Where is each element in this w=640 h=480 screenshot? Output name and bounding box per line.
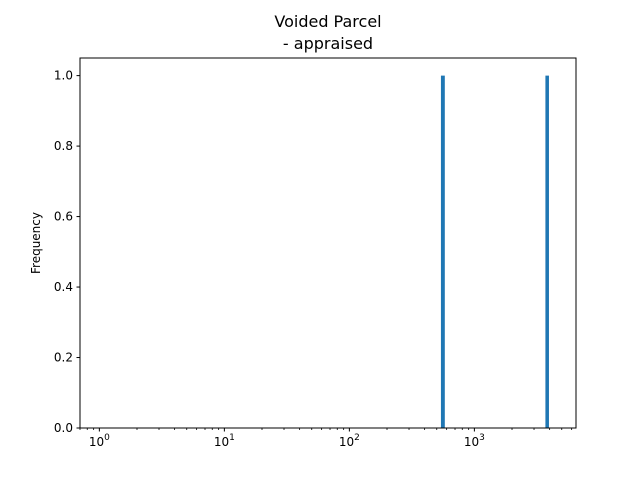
y-tick-label: 0.8 [54, 139, 73, 153]
bars-group [440, 75, 549, 429]
chart-title-line-2: - appraised [283, 34, 373, 53]
y-axis-ticks: 0.0 0.2 0.4 0.6 0.8 1.0 [54, 69, 80, 435]
y-tick-label: 0.2 [54, 351, 73, 365]
chart-title-line-1: Voided Parcel [274, 12, 381, 31]
histogram-bar-1 [545, 75, 549, 429]
x-tick-label: 100 [89, 433, 110, 449]
x-tick-label: 102 [339, 433, 360, 449]
y-tick-label: 0.4 [54, 280, 73, 294]
y-axis-label: Frequency [29, 212, 43, 274]
x-tick-label: 101 [214, 433, 235, 449]
y-tick-label: 0.6 [54, 210, 73, 224]
x-tick-label: 103 [464, 433, 485, 449]
histogram-bar-0 [440, 75, 445, 429]
x-axis-ticks: 100 101 102 103 [79, 428, 573, 449]
y-tick-label: 0.0 [54, 421, 73, 435]
y-tick-label: 1.0 [54, 69, 73, 83]
plot-frame [79, 57, 577, 429]
